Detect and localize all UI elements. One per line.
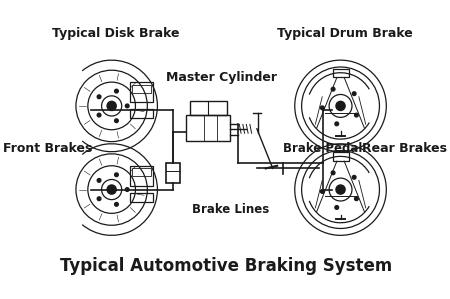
Text: Rear Brakes: Rear Brakes <box>362 142 447 155</box>
Bar <box>130 82 153 103</box>
Circle shape <box>335 206 338 209</box>
Circle shape <box>97 197 101 201</box>
Text: Typical Disk Brake: Typical Disk Brake <box>52 27 180 40</box>
Bar <box>132 85 151 93</box>
Circle shape <box>97 113 101 117</box>
Bar <box>333 69 349 77</box>
Text: Master Cylinder: Master Cylinder <box>166 71 277 84</box>
Circle shape <box>355 113 358 117</box>
Circle shape <box>352 92 356 95</box>
Bar <box>190 101 227 115</box>
Bar <box>166 163 180 182</box>
Circle shape <box>115 202 118 206</box>
Text: Front Brakes: Front Brakes <box>3 142 92 155</box>
Text: Typical Drum Brake: Typical Drum Brake <box>277 27 413 40</box>
Circle shape <box>126 104 129 108</box>
Bar <box>186 115 230 141</box>
Circle shape <box>107 101 116 111</box>
Circle shape <box>336 101 345 111</box>
Bar <box>333 152 349 161</box>
Circle shape <box>97 95 101 99</box>
Text: Brake Pedal: Brake Pedal <box>284 142 363 155</box>
Circle shape <box>115 173 118 177</box>
Circle shape <box>107 185 116 194</box>
Text: Brake Lines: Brake Lines <box>192 203 269 216</box>
Bar <box>130 166 153 186</box>
Bar <box>130 193 153 202</box>
Circle shape <box>355 197 358 201</box>
Bar <box>130 109 153 118</box>
Circle shape <box>331 87 335 91</box>
Circle shape <box>320 106 324 110</box>
Bar <box>132 168 151 176</box>
Circle shape <box>331 171 335 175</box>
Circle shape <box>335 122 338 126</box>
Text: Typical Automotive Braking System: Typical Automotive Braking System <box>60 257 392 275</box>
Circle shape <box>320 190 324 193</box>
Circle shape <box>126 188 129 191</box>
Circle shape <box>97 179 101 182</box>
Circle shape <box>115 119 118 123</box>
Circle shape <box>336 185 345 194</box>
Circle shape <box>352 176 356 179</box>
Circle shape <box>115 89 118 93</box>
